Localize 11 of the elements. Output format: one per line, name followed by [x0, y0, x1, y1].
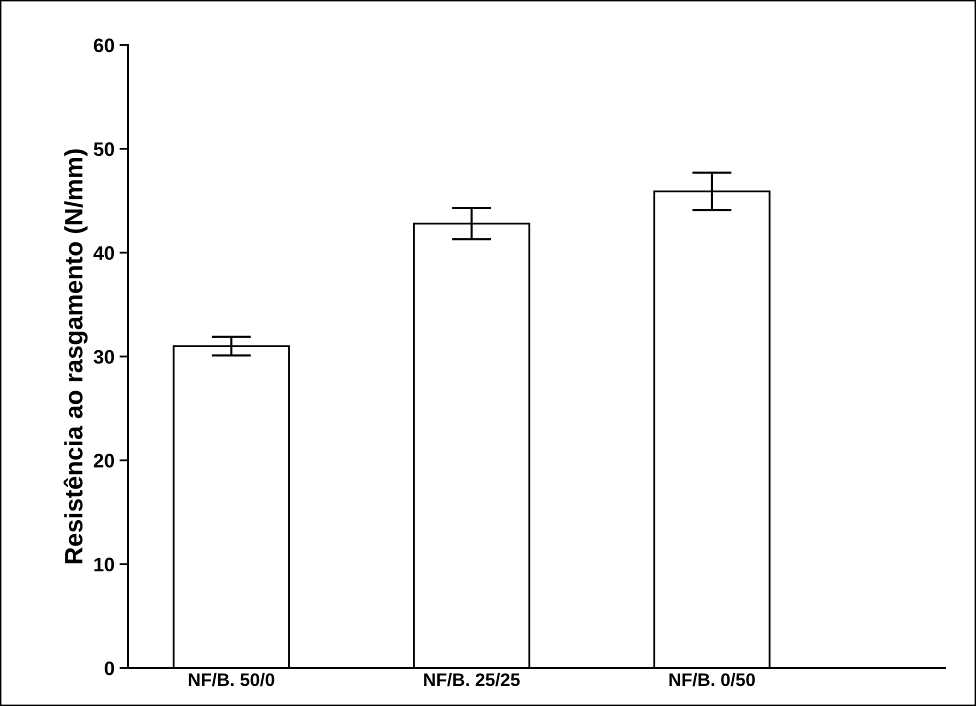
x-tick-label: NF/B. 25/25: [424, 672, 520, 686]
y-tick-label: 10: [94, 558, 114, 572]
y-tick-label: 50: [94, 142, 114, 156]
y-tick-label: 60: [94, 38, 114, 52]
y-tick-label: 0: [104, 661, 114, 676]
y-tick-label: 30: [94, 350, 114, 364]
y-tick-label: 40: [93, 246, 114, 260]
x-tick-label: NF/B. 0/50: [669, 672, 755, 686]
y-axis-title: Resistência ao rasgamento (N/mm): [64, 149, 88, 564]
x-tick-label: NF/B. 50/0: [188, 672, 274, 686]
y-tick-label: 20: [94, 454, 114, 468]
